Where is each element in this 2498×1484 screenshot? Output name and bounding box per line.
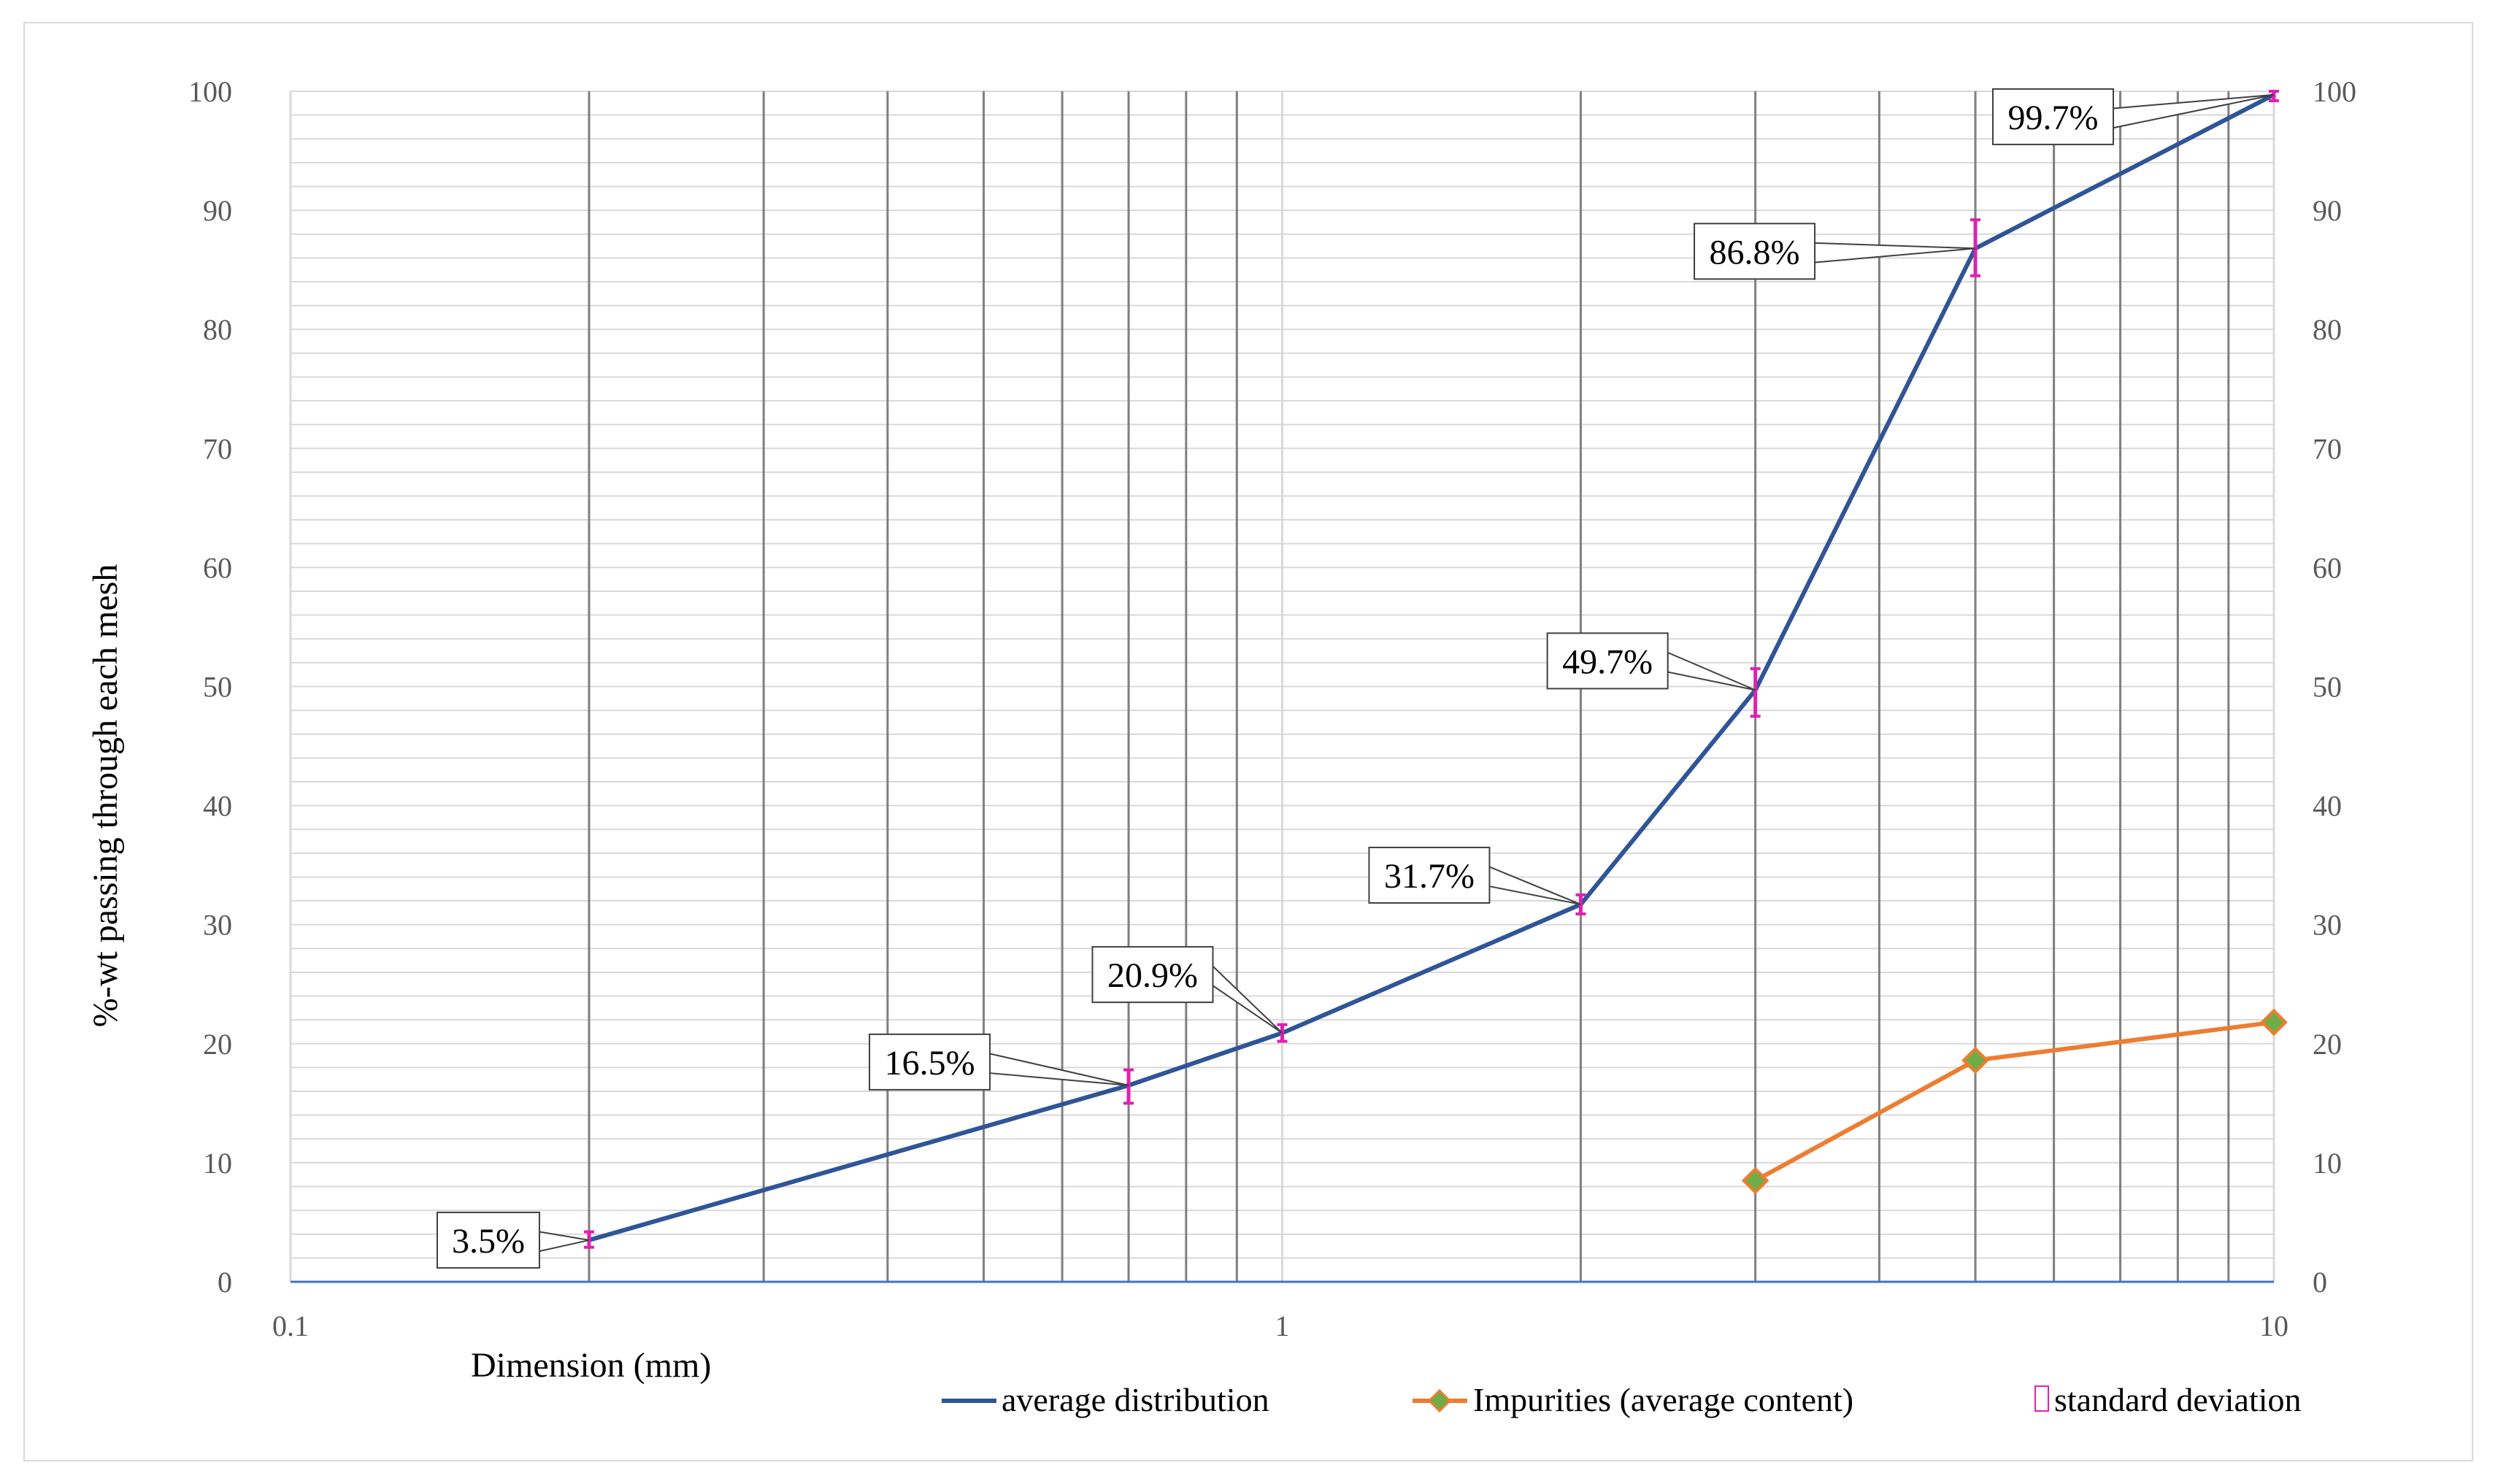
y-tick-label: 100 [188,75,232,108]
y2-tick-label: 40 [2313,790,2342,823]
y-tick-label: 60 [203,551,232,584]
impurities-line [1754,1020,2275,1183]
x-tick-label: 1 [1275,1310,1290,1342]
y-tick-label: 50 [203,671,232,704]
y-tick-label: 20 [203,1028,232,1061]
callout-pointer [1667,651,1756,691]
legend-stddev-label: standard deviation [2054,1381,2302,1418]
y2-tick-label: 50 [2313,671,2342,704]
y-tick-label: 40 [203,790,232,823]
legend-avg-label: average distribution [1002,1381,1269,1418]
impurities-point [1741,1166,1769,1195]
x-tick-label: 0.1 [272,1310,309,1342]
y-tick-label: 80 [203,313,232,346]
legend-impurities-marker [1427,1388,1452,1413]
legend-impurities-label: Impurities (average content) [1473,1381,1853,1418]
y2-tick-label: 20 [2313,1028,2342,1061]
callout-box [1694,223,1816,280]
data-label: 3.5% [452,1222,525,1261]
y-tick-label: 30 [203,909,232,942]
callout-box [1546,632,1669,690]
y2-tick-label: 10 [2313,1147,2342,1180]
data-label: 49.7% [1562,642,1653,681]
y2-tick-label: 100 [2313,75,2356,108]
y2-tick-label: 70 [2313,432,2342,465]
impurities-point [1961,1046,1989,1074]
impurities-point [2260,1008,2288,1037]
callout-box [1368,846,1491,904]
y2-tick-label: 90 [2313,194,2342,227]
data-label: 16.5% [885,1044,975,1083]
y-tick-label: 0 [218,1266,232,1299]
data-label: 86.8% [1710,233,1800,272]
y-tick-label: 90 [203,194,232,227]
tick-labels: 0 10 20 30 40 50 60 70 80 90 100 0 10 20 30 40 50 60 70 80 9… [188,75,2356,1342]
x-axis-title: Dimension (mm) [471,1346,711,1385]
callout-box [436,1211,540,1269]
legend: average distribution Impurities (average … [942,1381,2302,1418]
callout-pointer [1814,242,1976,264]
callout-box [1091,946,1214,1004]
legend-stddev-swatch [2034,1385,2049,1412]
callout-pointer [2113,93,2275,129]
chart-frame [23,22,2473,1461]
y2-tick-label: 0 [2313,1266,2327,1299]
y-tick-label: 70 [203,432,232,465]
y2-tick-label: 60 [2313,551,2342,584]
callout-pointer [1488,866,1581,905]
data-label: 99.7% [2008,99,2099,137]
y-tick-label: 10 [203,1147,232,1180]
data-label: 20.9% [1107,956,1198,995]
average-distribution-line [588,93,2275,1242]
callout-box [869,1033,991,1091]
callout-pointer [1212,964,1283,1034]
x-tick-label: 10 [2259,1310,2288,1342]
y2-tick-label: 80 [2313,313,2342,346]
y-axis-title: %-wt passing through each mesh [86,564,125,1028]
data-label: 31.7% [1384,857,1475,896]
callout-pointer [989,1053,1129,1086]
callout-box [1992,88,2114,145]
y2-tick-label: 30 [2313,909,2342,942]
data-label-callouts: 3.5% 16.5% 20.9% 31.7% 49.7% 86.8% 99.7% [436,88,2275,1269]
series-layer [583,90,2288,1249]
